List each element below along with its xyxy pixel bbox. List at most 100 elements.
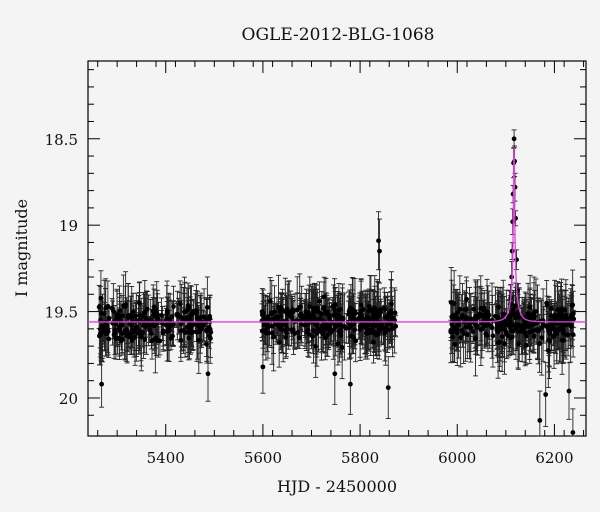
- data-point: [133, 313, 138, 319]
- data-point: [523, 321, 529, 327]
- data-point: [263, 330, 269, 336]
- data-point: [339, 345, 345, 350]
- data-point: [461, 331, 467, 336]
- data-point: [537, 341, 542, 346]
- data-point: [278, 313, 284, 319]
- data-point: [464, 332, 470, 337]
- data-point: [522, 330, 528, 336]
- data-point: [330, 304, 336, 309]
- data-point: [140, 330, 146, 336]
- data-point: [289, 327, 295, 333]
- data-point: [359, 324, 365, 329]
- plot-frame: [87, 60, 587, 437]
- data-point: [330, 327, 336, 333]
- data-point: [99, 381, 105, 387]
- data-point: [499, 334, 505, 340]
- data-point: [307, 304, 313, 309]
- data-point: [196, 337, 202, 343]
- data-point: [186, 335, 192, 341]
- data-point: [483, 331, 489, 337]
- data-point: [110, 308, 116, 314]
- data-point: [178, 337, 184, 343]
- data-point: [260, 364, 266, 370]
- data-point: [463, 307, 469, 312]
- data-point: [278, 322, 284, 328]
- x-tick-label: 5800: [341, 449, 379, 467]
- data-point: [543, 392, 549, 397]
- data-point: [316, 309, 322, 315]
- data-point: [455, 310, 460, 316]
- data-point: [478, 327, 484, 332]
- data-point: [156, 317, 161, 322]
- data-point: [155, 338, 161, 344]
- data-point: [269, 330, 275, 336]
- data-point: [207, 326, 213, 332]
- data-point: [450, 334, 455, 340]
- data-point: [358, 302, 364, 308]
- data-point: [307, 317, 312, 323]
- data-point: [182, 330, 188, 335]
- data-point: [569, 313, 575, 319]
- data-point: [347, 381, 353, 387]
- data-point: [509, 334, 515, 340]
- data-point: [284, 326, 290, 332]
- data-point: [267, 298, 273, 304]
- data-point: [373, 323, 378, 329]
- data-point: [451, 312, 457, 318]
- data-point: [372, 305, 378, 311]
- data-point: [303, 309, 309, 315]
- data-point: [471, 306, 477, 312]
- y-tick-label: 19: [59, 217, 78, 235]
- data-point: [451, 324, 457, 330]
- x-tick-label: 6200: [535, 449, 573, 467]
- data-point: [147, 323, 153, 329]
- data-point: [164, 315, 170, 321]
- data-point: [166, 328, 172, 334]
- data-point: [127, 333, 133, 338]
- data-point: [160, 330, 166, 336]
- data-point: [511, 136, 517, 142]
- data-point: [516, 314, 522, 320]
- data-point: [570, 430, 576, 435]
- data-point: [489, 325, 495, 331]
- data-point: [478, 305, 484, 311]
- axis-ticks: [88, 61, 586, 436]
- data-point: [468, 325, 474, 331]
- data-point: [199, 326, 204, 332]
- data-point: [178, 328, 183, 334]
- data-point: [379, 324, 385, 329]
- data-point: [470, 329, 476, 335]
- data-point: [353, 338, 359, 344]
- data-point: [204, 317, 209, 322]
- data-point: [531, 333, 537, 339]
- data-point: [189, 330, 195, 336]
- x-axis-label: HJD - 2450000: [277, 477, 397, 496]
- data-point: [352, 327, 358, 333]
- data-point: [519, 327, 525, 332]
- data-point: [389, 301, 394, 307]
- data-point: [96, 304, 102, 310]
- data-point: [122, 304, 128, 309]
- data-point: [388, 308, 394, 314]
- data-point: [151, 337, 157, 343]
- data-point: [261, 317, 267, 323]
- data-point: [314, 322, 320, 327]
- data-point: [340, 316, 346, 321]
- data-point: [555, 307, 560, 312]
- data-point: [454, 330, 460, 336]
- data-point: [188, 323, 194, 329]
- data-point: [531, 314, 536, 319]
- data-point: [150, 308, 156, 314]
- data-point: [527, 304, 533, 310]
- data-point: [174, 312, 180, 317]
- data-point: [508, 328, 514, 334]
- data-point: [276, 305, 281, 310]
- data-point: [283, 322, 289, 328]
- data-point: [134, 324, 139, 329]
- data-point: [369, 327, 375, 332]
- data-point: [332, 322, 338, 328]
- data-point: [510, 312, 516, 317]
- data-point: [570, 332, 576, 338]
- data-point: [474, 324, 480, 330]
